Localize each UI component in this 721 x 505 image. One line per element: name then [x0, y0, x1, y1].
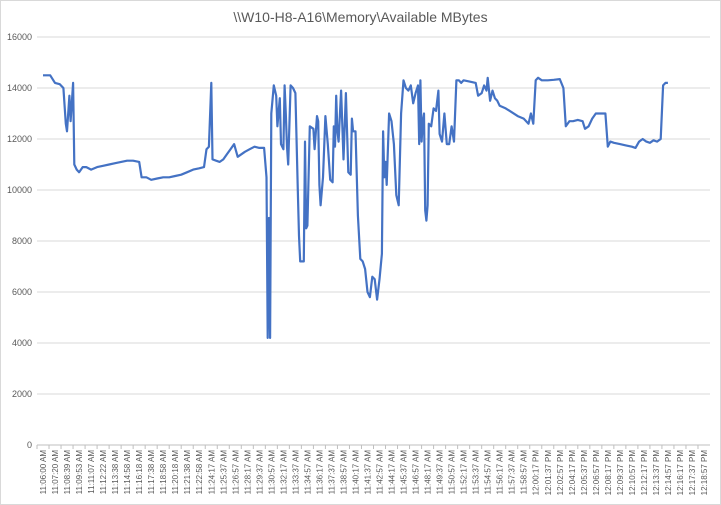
x-tick-label: 11:09:53 AM	[75, 450, 84, 495]
x-tick-label: 11:25:37 AM	[219, 450, 228, 495]
x-tick-label: 11:41:37 AM	[363, 450, 372, 495]
x-tick-label: 11:57:37 AM	[508, 450, 517, 495]
x-tick-label: 12:16:17 PM	[676, 450, 685, 496]
x-tick-label: 12:09:37 PM	[616, 450, 625, 496]
x-tick-label: 11:48:17 AM	[424, 450, 433, 495]
x-tick-label: 12:10:57 PM	[628, 450, 637, 496]
y-tick-label: 6000	[12, 287, 32, 297]
x-tick-label: 12:01:37 PM	[544, 450, 553, 496]
y-tick-label: 10000	[7, 185, 32, 195]
x-tick-label: 11:32:17 AM	[279, 450, 288, 495]
x-tick-label: 12:18:57 PM	[700, 450, 709, 496]
y-axis: 0 2000 4000 6000 8000 10000 12000 14000 16000	[7, 32, 32, 450]
x-tick-label: 11:18:58 AM	[159, 450, 168, 495]
x-tick-label: 11:54:57 AM	[484, 450, 493, 495]
x-tick-label: 11:42:57 AM	[376, 450, 385, 495]
y-tick-label: 4000	[12, 338, 32, 348]
x-tick-label: 11:13:38 AM	[111, 450, 120, 495]
x-tick-label: 12:13:37 PM	[652, 450, 661, 496]
x-tick-label: 11:38:57 AM	[339, 450, 348, 495]
x-tick-label: 11:45:37 AM	[400, 450, 409, 495]
x-tick-label: 11:28:17 AM	[243, 450, 252, 495]
y-tick-label: 16000	[7, 32, 32, 42]
x-tick-label: 11:30:57 AM	[267, 450, 276, 495]
x-tick-label: 11:33:37 AM	[291, 450, 300, 495]
x-axis: 11:06:00 AM 11:07:20 AM 11:08:39 AM 11:09:5…	[36, 445, 709, 496]
series-line-0	[43, 74, 668, 339]
y-tick-label: 0	[27, 440, 32, 450]
y-tick-label: 8000	[12, 236, 32, 246]
x-tick-label: 11:46:57 AM	[412, 450, 421, 495]
x-tick-label: 11:21:38 AM	[183, 450, 192, 495]
x-tick-label: 11:44:17 AM	[388, 450, 397, 495]
x-tick-label: 11:16:18 AM	[135, 450, 144, 495]
x-tick-label: 12:14:57 PM	[664, 450, 673, 496]
x-tick-label: 11:24:17 AM	[207, 450, 216, 495]
x-tick-label: 11:11:07 AM	[87, 450, 96, 494]
y-tick-label: 14000	[7, 83, 32, 93]
x-tick-label: 12:12:17 PM	[640, 450, 649, 496]
x-tick-label: 11:20:18 AM	[171, 450, 180, 495]
x-tick-label: 11:34:57 AM	[303, 450, 312, 495]
x-tick-label: 12:00:17 PM	[532, 450, 541, 496]
x-tick-label: 11:40:17 AM	[351, 450, 360, 495]
x-tick-label: 11:17:38 AM	[147, 450, 156, 495]
x-tick-label: 11:07:20 AM	[51, 450, 60, 495]
x-tick-label: 11:36:17 AM	[315, 450, 324, 495]
gridlines	[37, 36, 710, 446]
chart-title: \\W10-H8-A16\Memory\Available MBytes	[233, 9, 488, 25]
x-tick-label: 12:04:17 PM	[568, 450, 577, 496]
x-tick-label: 12:05:37 PM	[580, 450, 589, 496]
x-tick-label: 11:22:58 AM	[195, 450, 204, 495]
x-tick-label: 11:37:37 AM	[327, 450, 336, 495]
x-tick-label: 11:29:37 AM	[255, 450, 264, 495]
x-tick-label: 11:26:57 AM	[231, 450, 240, 495]
x-tick-label: 12:06:57 PM	[592, 450, 601, 496]
y-tick-label: 2000	[12, 389, 32, 399]
x-tick-label: 12:08:17 PM	[604, 450, 613, 496]
series-layer	[43, 74, 668, 339]
x-tick-label: 12:02:57 PM	[556, 450, 565, 496]
x-tick-label: 11:50:57 AM	[448, 450, 457, 495]
x-tick-label: 11:52:17 AM	[460, 450, 469, 495]
x-tick-label: 11:56:17 AM	[496, 450, 505, 495]
x-tick-label: 11:58:57 AM	[520, 450, 529, 495]
x-tick-label: 11:49:37 AM	[436, 450, 445, 495]
x-tick-label: 11:12:22 AM	[99, 450, 108, 495]
y-tick-label: 12000	[7, 134, 32, 144]
x-tick-label: 12:17:37 PM	[688, 450, 697, 496]
x-tick-label: 11:08:39 AM	[63, 450, 72, 495]
x-tick-label: 11:53:37 AM	[472, 450, 481, 495]
x-tick-label: 11:06:00 AM	[39, 450, 48, 495]
x-tick-label: 11:14:58 AM	[123, 450, 132, 495]
